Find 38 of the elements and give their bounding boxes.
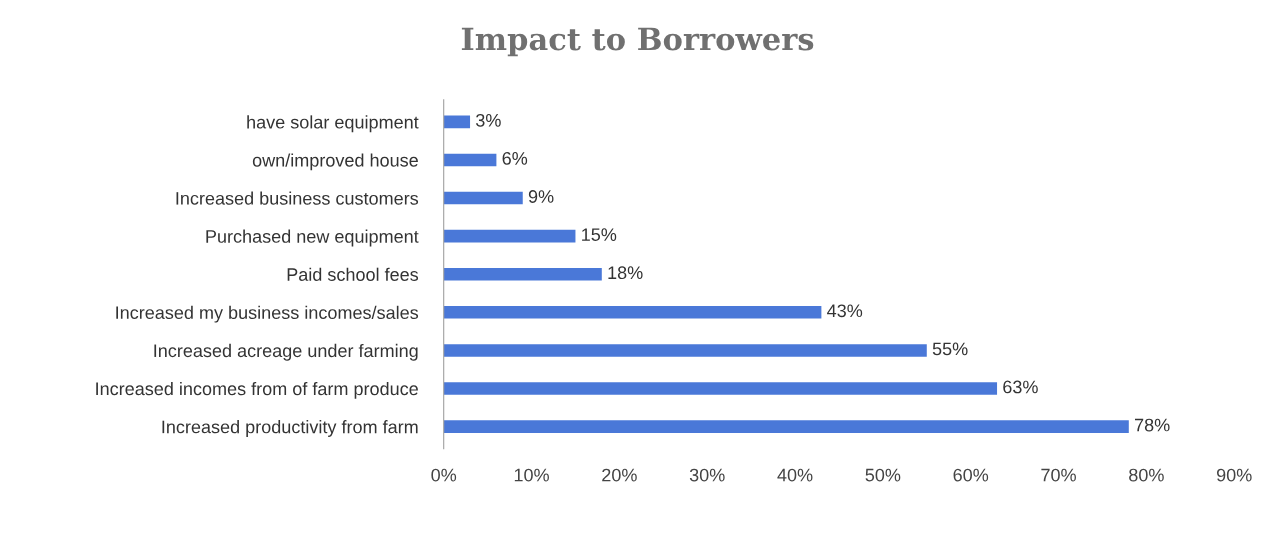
data-label: 3%	[476, 113, 501, 127]
y-tick-label: Purchased new equipment	[206, 229, 419, 247]
x-tick-label: 10%	[514, 468, 549, 482]
y-tick-label: Increased incomes from of farm produce	[96, 381, 418, 399]
x-tick-label: 60%	[953, 468, 989, 482]
y-tick-label: Paid school fees	[287, 267, 419, 281]
y-tick-label: own/improved house	[252, 153, 418, 171]
bar	[443, 382, 998, 395]
data-label: 9%	[528, 190, 554, 203]
bar	[443, 344, 927, 357]
x-tick-label: 80%	[1129, 468, 1164, 482]
bar	[443, 153, 497, 167]
data-label: 55%	[932, 342, 968, 356]
bar	[443, 229, 576, 243]
x-tick-label: 90%	[1216, 468, 1252, 482]
x-tick-label: 0%	[431, 468, 457, 482]
x-tick-label: 20%	[602, 468, 637, 482]
x-tick-label: 70%	[1041, 468, 1076, 482]
data-label: 6%	[502, 152, 528, 165]
data-label: 43%	[827, 304, 863, 318]
data-label: 18%	[608, 266, 643, 280]
bar	[443, 115, 471, 129]
bar	[443, 267, 602, 281]
data-label: 63%	[1003, 380, 1038, 394]
chart-title: Impact to Borrowers	[461, 27, 814, 57]
x-tick-label: 30%	[689, 468, 725, 482]
y-tick-label: Increased acreage under farming	[154, 343, 418, 361]
data-label: 78%	[1135, 418, 1170, 432]
bar	[443, 306, 822, 319]
x-tick-label: 40%	[777, 468, 813, 482]
bar	[443, 420, 1129, 433]
y-tick-label: have solar equipment	[247, 115, 419, 133]
y-tick-label: Increased my business incomes/sales	[116, 305, 419, 323]
bar	[443, 191, 523, 205]
data-label: 15%	[582, 228, 617, 241]
y-tick-label: Increased business customers	[176, 191, 419, 205]
x-tick-label: 50%	[865, 468, 901, 482]
y-tick-label: Increased productivity from farm	[162, 420, 418, 437]
